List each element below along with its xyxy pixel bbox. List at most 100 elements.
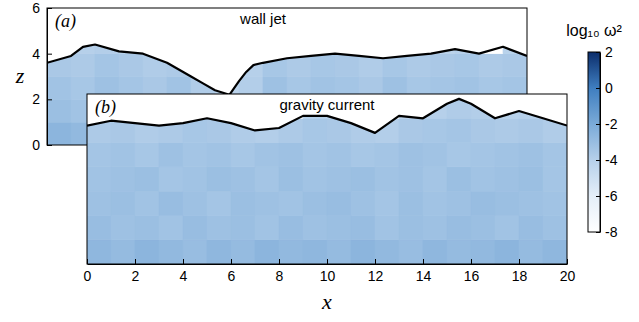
heatmap-cell <box>231 167 255 191</box>
x-tick-mark <box>423 259 424 264</box>
heatmap-cell <box>111 191 135 215</box>
heatmap-cell <box>503 8 527 31</box>
heatmap-cell <box>471 167 495 191</box>
heatmap-cell <box>159 215 183 239</box>
colorbar-ramp <box>588 52 600 232</box>
x-tick-label: 20 <box>560 268 576 284</box>
x-tick: 2 <box>132 259 140 284</box>
heatmap-cell <box>135 240 159 264</box>
heatmap-cell <box>375 191 399 215</box>
heatmap-cell <box>47 31 71 54</box>
heatmap-cell <box>95 54 119 77</box>
heatmap-cell <box>399 94 423 118</box>
colorbar-tick-label: 2 <box>605 44 613 60</box>
heatmap-cell <box>159 191 183 215</box>
heatmap-cell <box>119 8 143 31</box>
heatmap-cell <box>207 191 231 215</box>
heatmap-cell <box>495 240 519 264</box>
x-tick: 0 <box>84 259 92 284</box>
colorbar-tick: -6 <box>596 188 618 204</box>
heatmap-cell <box>167 8 191 31</box>
heatmap-cell <box>375 215 399 239</box>
heatmap-cell <box>375 143 399 167</box>
heatmap-cell <box>383 8 407 31</box>
heatmap-cell <box>327 191 351 215</box>
heatmap-cell <box>159 143 183 167</box>
heatmap-cell <box>255 191 279 215</box>
heatmap-cell <box>399 143 423 167</box>
heatmap-cell <box>87 215 111 239</box>
heatmap-cell <box>303 143 327 167</box>
x-tick-label: 2 <box>132 268 140 284</box>
heatmap-cell <box>263 54 287 77</box>
heatmap-cell <box>455 54 479 77</box>
heatmap-cell <box>399 215 423 239</box>
heatmap-cell <box>263 31 287 54</box>
colorbar-tick-label: -2 <box>605 116 618 132</box>
heatmap-cell <box>471 240 495 264</box>
heatmap-cell <box>543 94 567 118</box>
heatmap-cell <box>519 215 543 239</box>
heatmap-cell <box>303 215 327 239</box>
heatmap-cell <box>311 8 335 31</box>
heatmap-cell <box>303 167 327 191</box>
x-tick-label: 18 <box>512 268 528 284</box>
heatmap-cell <box>359 31 383 54</box>
heatmap-cell <box>279 215 303 239</box>
heatmap-cell <box>255 215 279 239</box>
heatmap-cell <box>239 54 263 77</box>
y-tick: 4 <box>32 46 52 62</box>
x-tick-label: 6 <box>228 268 236 284</box>
heatmap-cell <box>351 215 375 239</box>
heatmap-cell <box>231 143 255 167</box>
heatmap-cell <box>191 54 215 77</box>
colorbar-tick-mark <box>596 88 600 89</box>
heatmap-cell <box>375 240 399 264</box>
x-tick-mark <box>327 259 328 264</box>
x-tick-mark <box>471 259 472 264</box>
heatmap-cell <box>335 31 359 54</box>
heatmap-cell <box>231 94 255 118</box>
heatmap-cell <box>519 167 543 191</box>
heatmap-cell <box>231 215 255 239</box>
heatmap-cell <box>543 167 567 191</box>
heatmap-cell <box>519 191 543 215</box>
heatmap-cell <box>335 54 359 77</box>
heatmap-cell <box>279 143 303 167</box>
colorbar-tick: 2 <box>596 44 613 60</box>
heatmap-cell <box>279 167 303 191</box>
colorbar-tick: -2 <box>596 116 618 132</box>
x-tick-mark <box>231 259 232 264</box>
heatmap-cell <box>207 167 231 191</box>
y-tick-label: 2 <box>32 91 40 107</box>
heatmap-cell <box>135 191 159 215</box>
heatmap-cell <box>447 118 471 142</box>
panel-label: (b) <box>95 97 116 118</box>
x-tick: 14 <box>416 259 432 284</box>
heatmap-cell <box>447 240 471 264</box>
heatmap-cell <box>495 191 519 215</box>
heatmap-cell <box>191 8 215 31</box>
heatmap-cell <box>495 167 519 191</box>
heatmap-cell <box>111 215 135 239</box>
x-tick-mark <box>183 259 184 264</box>
panel-title: gravity current <box>279 96 375 113</box>
heatmap-cell <box>423 167 447 191</box>
x-tick: 10 <box>320 259 336 284</box>
heatmap-cell <box>327 240 351 264</box>
x-tick: 18 <box>512 259 528 284</box>
x-tick-label: 12 <box>368 268 384 284</box>
heatmap-cell <box>215 31 239 54</box>
heatmap-cell <box>231 191 255 215</box>
y-tick-mark <box>47 145 52 146</box>
heatmap-cell <box>255 240 279 264</box>
y-axis-line <box>47 9 48 146</box>
figure: 0246z(a)wall jet02468101214161820x(b)gra… <box>0 0 639 322</box>
heatmap-cell <box>159 94 183 118</box>
heatmap-cell <box>543 215 567 239</box>
x-axis: 02468101214161820 <box>84 259 576 284</box>
heatmap-cell <box>351 167 375 191</box>
heatmap-cell <box>207 240 231 264</box>
heatmap-cell <box>447 94 471 118</box>
heatmap-cell <box>407 54 431 77</box>
